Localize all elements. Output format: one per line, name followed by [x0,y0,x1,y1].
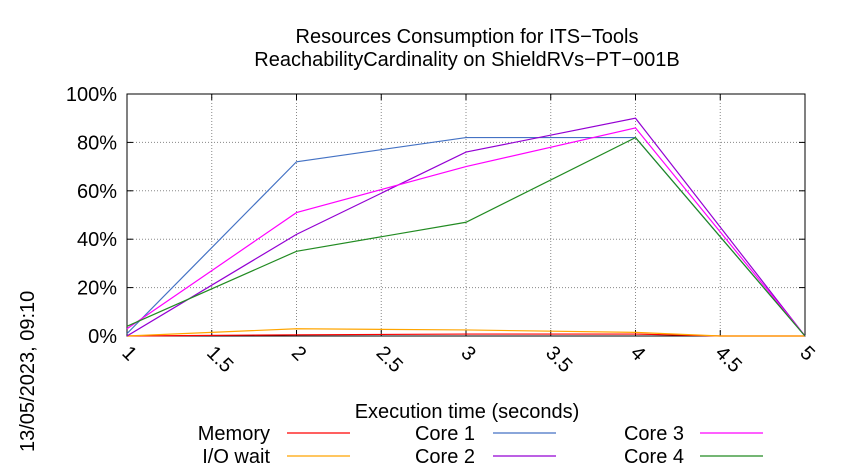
x-tick-label: 4.5 [711,342,746,377]
series-line-core-4 [126,136,806,337]
series-line-core-3 [126,127,806,337]
chart-title: Resources Consumption for ITS−Tools [296,26,639,48]
y-tick-label: 40% [77,229,117,251]
timestamp-label: 13/05/2023, 09:10 [17,291,39,452]
y-tick-label: 100% [66,84,117,106]
legend-label: Core 1 [415,423,475,445]
y-tick-label: 60% [77,181,117,203]
legend-label: Core 4 [624,446,684,468]
series-line-core-2 [126,117,806,337]
legend-item: Core 4 [624,446,763,468]
legend-item: Memory [198,423,350,445]
legend-item: Core 1 [415,423,556,445]
x-tick-label: 2 [287,342,310,365]
x-tick-label: 5 [795,342,818,365]
legend-label: Core 3 [624,423,684,445]
legend-item: Core 2 [415,446,556,468]
series-lines [126,117,806,337]
x-axis-label: Execution time (seconds) [355,401,580,423]
legend-label: Core 2 [415,446,475,468]
legend-label: Memory [198,423,270,445]
legend-item: I/O wait [202,446,350,468]
series-line-core-1 [126,136,806,337]
series-line-i-o-wait [126,328,805,337]
y-tick-label: 20% [77,278,117,300]
x-tick-label: 4 [626,342,649,365]
legend-item: Core 3 [624,423,763,445]
x-tick-label: 3 [456,342,479,365]
x-tick-label: 3.5 [541,342,576,377]
y-axis: 0% 20% 40% 60% 80% 100% [66,84,805,348]
y-tick-label: 80% [77,132,117,154]
x-tick-label: 2.5 [372,342,407,377]
grid [126,93,806,337]
x-tick-label: 1 [117,342,140,365]
chart-subtitle: ReachabilityCardinality on ShieldRVs−PT−… [254,49,679,71]
y-tick-label: 0% [88,326,117,348]
x-tick-label: 1.5 [202,342,237,377]
legend-label: I/O wait [202,446,270,468]
